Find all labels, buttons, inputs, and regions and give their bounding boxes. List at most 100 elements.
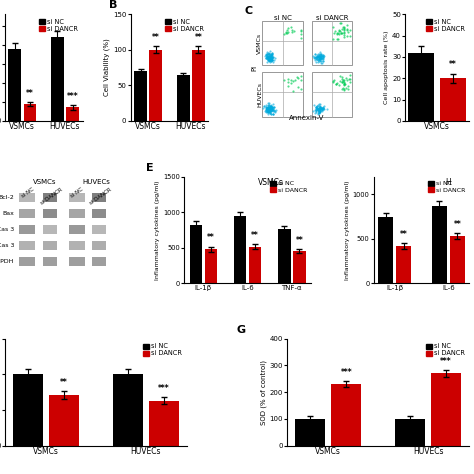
Point [340,26,347,34]
Point [263,105,271,112]
Point [263,104,271,112]
Point [314,56,322,64]
Point [265,108,273,115]
Point [317,55,325,62]
Point [267,55,275,63]
Point [344,82,351,90]
Point [312,53,320,61]
Point [318,57,325,65]
Point [336,73,344,80]
Point [264,53,272,61]
Text: **: ** [449,60,457,69]
Text: si DANCR: si DANCR [39,187,64,206]
Bar [293,251,306,283]
Point [264,52,271,59]
Point [265,53,273,61]
Text: **: ** [207,233,215,242]
Point [268,53,275,61]
Point [265,56,273,64]
Point [264,107,272,115]
Point [329,23,337,31]
Point [319,105,326,112]
Point [265,52,273,60]
Point [312,106,320,113]
Point [313,103,321,110]
Point [269,110,277,118]
Bar [408,53,434,121]
Bar [19,192,35,202]
Point [316,55,324,62]
Bar [396,246,411,283]
Point [337,27,344,35]
Point [266,107,274,114]
Point [264,107,272,115]
Point [287,76,295,84]
Point [297,27,304,34]
Point [267,50,275,58]
Point [262,101,270,109]
Point [316,54,323,62]
Point [264,51,272,59]
Point [281,30,288,37]
Point [319,53,327,60]
Point [333,79,341,86]
Point [337,29,345,37]
Text: ***: *** [67,91,78,100]
Point [264,48,271,55]
Text: si NC: si NC [21,187,35,199]
Point [265,104,273,112]
Point [319,57,327,64]
Point [315,55,323,63]
Point [315,53,322,61]
Point [263,55,270,62]
Point [319,53,326,60]
Point [263,104,270,111]
Point [319,105,327,112]
Point [329,78,337,86]
Point [267,54,274,62]
Point [315,52,323,59]
Point [266,55,274,63]
Bar [43,225,57,234]
Point [314,52,321,59]
Point [338,29,346,37]
Text: **: ** [152,33,160,42]
Point [345,28,352,36]
Point [264,104,271,111]
Bar [19,256,35,266]
Point [266,107,274,114]
Point [314,104,322,111]
Bar [440,78,466,121]
Point [269,110,277,118]
Point [297,34,304,42]
Point [267,56,275,64]
Point [262,106,270,114]
Point [316,104,324,111]
Point [317,50,324,57]
Text: HUVECs: HUVECs [257,82,262,107]
Point [267,103,274,111]
Point [313,55,320,63]
Point [315,100,323,108]
Point [316,48,323,56]
Point [268,55,275,63]
Point [268,50,275,58]
Bar [92,241,106,250]
Point [337,19,345,27]
Point [344,86,352,93]
Point [267,106,275,113]
Point [313,104,320,112]
Point [264,107,272,115]
Point [268,53,275,60]
Point [289,26,296,34]
Point [265,53,273,61]
Point [317,52,325,60]
Point [340,80,348,87]
Point [312,58,320,66]
Point [340,32,347,39]
Point [263,105,271,113]
Point [269,53,277,61]
Point [266,103,273,110]
Point [337,79,345,86]
Point [335,27,343,34]
